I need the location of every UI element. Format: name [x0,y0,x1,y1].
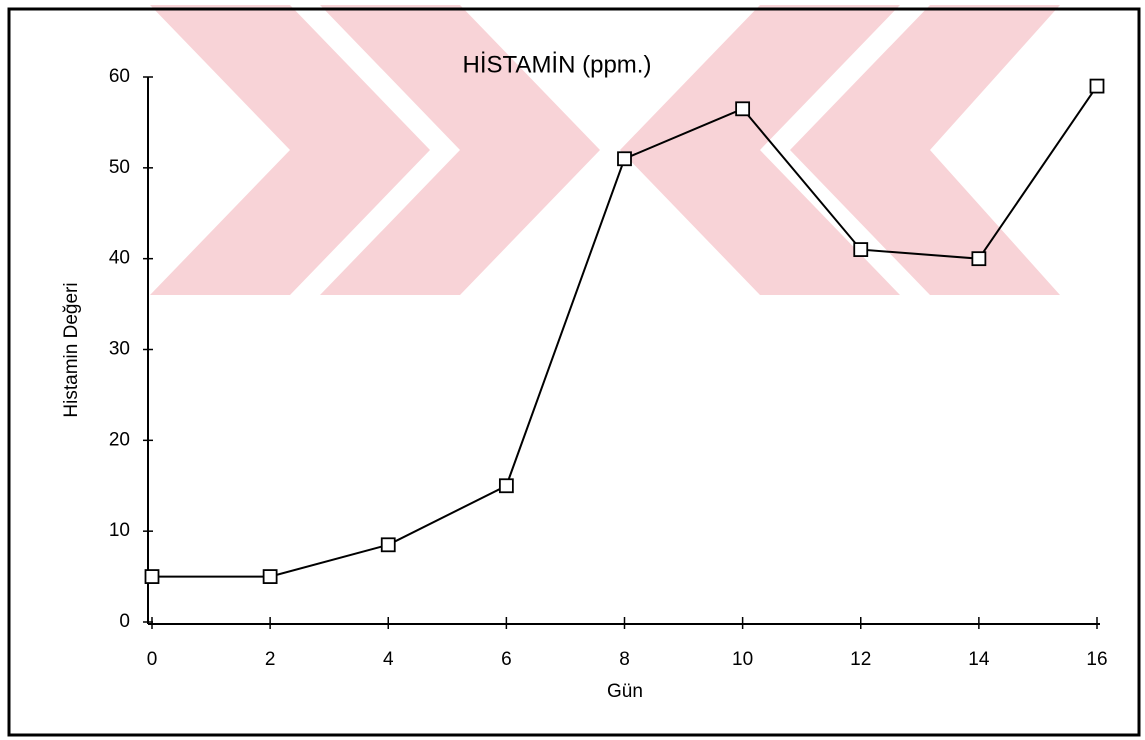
frame [9,9,1139,735]
marker [736,102,749,115]
marker [972,252,985,265]
x-tick-label: 12 [850,649,871,670]
page: HİSTAMİN (ppm.) Gün Histamin Değeri 0 10 2… [0,0,1145,740]
marker [854,243,867,256]
y-tick-label: 20 [109,429,130,450]
x-tick-label: 14 [968,649,990,670]
y-axis-label: Histamin Değeri [61,282,82,417]
x-tick-label: 2 [265,649,276,670]
marker [146,570,159,583]
chart-title: HİSTAMİN (ppm.) [463,51,652,78]
x-axis-label: Gün [607,681,643,702]
y-tick-label: 10 [109,520,130,541]
y-tick-label: 40 [109,248,130,269]
marker [382,538,395,551]
y-tick-label: 50 [109,157,130,178]
watermark [150,5,1060,295]
y-tick-label: 0 [119,611,130,632]
x-tick-label: 10 [732,649,753,670]
marker [1091,80,1104,93]
marker [500,479,513,492]
x-tick-label: 8 [619,649,630,670]
x-tick-label: 16 [1086,649,1107,670]
y-tick-label: 60 [109,66,130,87]
y-tick-label: 30 [109,339,130,360]
x-tick-label: 0 [147,649,158,670]
x-tick-label: 6 [501,649,512,670]
marker [618,152,631,165]
marker [264,570,277,583]
chart: HİSTAMİN (ppm.) Gün Histamin Değeri 0 10 2… [0,0,1145,740]
x-tick-label: 4 [383,649,394,670]
